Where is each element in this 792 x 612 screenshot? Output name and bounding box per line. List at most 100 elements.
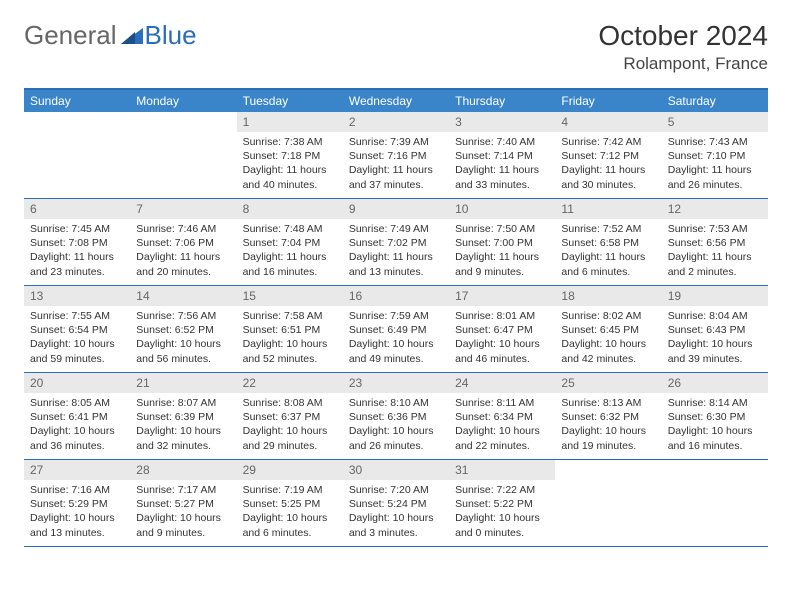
day-cell: 20Sunrise: 8:05 AMSunset: 6:41 PMDayligh…: [24, 373, 130, 459]
daylight-text: Daylight: 11 hours and 40 minutes.: [243, 163, 337, 191]
daylight-text: Daylight: 10 hours and 13 minutes.: [30, 511, 124, 539]
day-number: 2: [343, 112, 449, 132]
sunset-text: Sunset: 7:12 PM: [561, 149, 655, 163]
day-body: Sunrise: 8:04 AMSunset: 6:43 PMDaylight:…: [662, 306, 768, 372]
daylight-text: Daylight: 10 hours and 26 minutes.: [349, 424, 443, 452]
day-cell: 27Sunrise: 7:16 AMSunset: 5:29 PMDayligh…: [24, 460, 130, 546]
day-body: Sunrise: 7:42 AMSunset: 7:12 PMDaylight:…: [555, 132, 661, 198]
day-cell: 10Sunrise: 7:50 AMSunset: 7:00 PMDayligh…: [449, 199, 555, 285]
day-body: Sunrise: 8:08 AMSunset: 6:37 PMDaylight:…: [237, 393, 343, 459]
day-number: 14: [130, 286, 236, 306]
day-cell: 13Sunrise: 7:55 AMSunset: 6:54 PMDayligh…: [24, 286, 130, 372]
daylight-text: Daylight: 10 hours and 42 minutes.: [561, 337, 655, 365]
dow-row: SundayMondayTuesdayWednesdayThursdayFrid…: [24, 90, 768, 112]
day-body: Sunrise: 8:07 AMSunset: 6:39 PMDaylight:…: [130, 393, 236, 459]
sunrise-text: Sunrise: 7:22 AM: [455, 483, 549, 497]
sunset-text: Sunset: 7:08 PM: [30, 236, 124, 250]
day-number: 23: [343, 373, 449, 393]
daylight-text: Daylight: 10 hours and 36 minutes.: [30, 424, 124, 452]
sunset-text: Sunset: 6:39 PM: [136, 410, 230, 424]
sunset-text: Sunset: 6:36 PM: [349, 410, 443, 424]
day-body: Sunrise: 7:52 AMSunset: 6:58 PMDaylight:…: [555, 219, 661, 285]
sunset-text: Sunset: 6:58 PM: [561, 236, 655, 250]
day-cell: 15Sunrise: 7:58 AMSunset: 6:51 PMDayligh…: [237, 286, 343, 372]
day-cell: 24Sunrise: 8:11 AMSunset: 6:34 PMDayligh…: [449, 373, 555, 459]
day-cell: 25Sunrise: 8:13 AMSunset: 6:32 PMDayligh…: [555, 373, 661, 459]
day-cell: 9Sunrise: 7:49 AMSunset: 7:02 PMDaylight…: [343, 199, 449, 285]
sunset-text: Sunset: 6:32 PM: [561, 410, 655, 424]
daylight-text: Daylight: 10 hours and 3 minutes.: [349, 511, 443, 539]
day-cell: 7Sunrise: 7:46 AMSunset: 7:06 PMDaylight…: [130, 199, 236, 285]
sunrise-text: Sunrise: 8:04 AM: [668, 309, 762, 323]
day-cell: [662, 460, 768, 546]
day-body: Sunrise: 7:43 AMSunset: 7:10 PMDaylight:…: [662, 132, 768, 198]
daylight-text: Daylight: 11 hours and 37 minutes.: [349, 163, 443, 191]
dow-sunday: Sunday: [24, 90, 130, 112]
day-cell: 23Sunrise: 8:10 AMSunset: 6:36 PMDayligh…: [343, 373, 449, 459]
day-cell: 19Sunrise: 8:04 AMSunset: 6:43 PMDayligh…: [662, 286, 768, 372]
daylight-text: Daylight: 10 hours and 59 minutes.: [30, 337, 124, 365]
day-body: Sunrise: 7:50 AMSunset: 7:00 PMDaylight:…: [449, 219, 555, 285]
brand-logo: General Blue: [24, 20, 197, 51]
day-number: 10: [449, 199, 555, 219]
day-number: 19: [662, 286, 768, 306]
sunset-text: Sunset: 5:29 PM: [30, 497, 124, 511]
sunrise-text: Sunrise: 7:38 AM: [243, 135, 337, 149]
day-cell: 31Sunrise: 7:22 AMSunset: 5:22 PMDayligh…: [449, 460, 555, 546]
sunset-text: Sunset: 5:25 PM: [243, 497, 337, 511]
daylight-text: Daylight: 10 hours and 22 minutes.: [455, 424, 549, 452]
day-number: 13: [24, 286, 130, 306]
day-body: Sunrise: 7:49 AMSunset: 7:02 PMDaylight:…: [343, 219, 449, 285]
dow-saturday: Saturday: [662, 90, 768, 112]
daylight-text: Daylight: 10 hours and 19 minutes.: [561, 424, 655, 452]
day-number: 9: [343, 199, 449, 219]
daylight-text: Daylight: 11 hours and 23 minutes.: [30, 250, 124, 278]
day-cell: 2 Sunrise: 7:39 AMSunset: 7:16 PMDaylight…: [343, 112, 449, 198]
day-body: Sunrise: 7:59 AMSunset: 6:49 PMDaylight:…: [343, 306, 449, 372]
day-cell: 8Sunrise: 7:48 AMSunset: 7:04 PMDaylight…: [237, 199, 343, 285]
sunrise-text: Sunrise: 8:08 AM: [243, 396, 337, 410]
daylight-text: Daylight: 11 hours and 26 minutes.: [668, 163, 762, 191]
sunrise-text: Sunrise: 7:39 AM: [349, 135, 443, 149]
sunset-text: Sunset: 7:00 PM: [455, 236, 549, 250]
daylight-text: Daylight: 11 hours and 20 minutes.: [136, 250, 230, 278]
sunset-text: Sunset: 7:04 PM: [243, 236, 337, 250]
sunrise-text: Sunrise: 7:53 AM: [668, 222, 762, 236]
week-row: 20Sunrise: 8:05 AMSunset: 6:41 PMDayligh…: [24, 373, 768, 460]
day-number: 8: [237, 199, 343, 219]
day-number: 5: [662, 112, 768, 132]
day-cell: [130, 112, 236, 198]
day-body: Sunrise: 7:20 AMSunset: 5:24 PMDaylight:…: [343, 480, 449, 546]
daylight-text: Daylight: 11 hours and 13 minutes.: [349, 250, 443, 278]
sunset-text: Sunset: 7:16 PM: [349, 149, 443, 163]
sunrise-text: Sunrise: 8:14 AM: [668, 396, 762, 410]
day-cell: 6Sunrise: 7:45 AMSunset: 7:08 PMDaylight…: [24, 199, 130, 285]
day-number: 6: [24, 199, 130, 219]
day-body: Sunrise: 7:16 AMSunset: 5:29 PMDaylight:…: [24, 480, 130, 546]
dow-thursday: Thursday: [449, 90, 555, 112]
daylight-text: Daylight: 10 hours and 39 minutes.: [668, 337, 762, 365]
day-number: 27: [24, 460, 130, 480]
day-body: Sunrise: 8:14 AMSunset: 6:30 PMDaylight:…: [662, 393, 768, 459]
day-number: 17: [449, 286, 555, 306]
day-cell: 11Sunrise: 7:52 AMSunset: 6:58 PMDayligh…: [555, 199, 661, 285]
sunrise-text: Sunrise: 7:48 AM: [243, 222, 337, 236]
daylight-text: Daylight: 10 hours and 29 minutes.: [243, 424, 337, 452]
sunrise-text: Sunrise: 7:58 AM: [243, 309, 337, 323]
day-body: Sunrise: 7:19 AMSunset: 5:25 PMDaylight:…: [237, 480, 343, 546]
daylight-text: Daylight: 10 hours and 32 minutes.: [136, 424, 230, 452]
daylight-text: Daylight: 10 hours and 52 minutes.: [243, 337, 337, 365]
day-number: 4: [555, 112, 661, 132]
day-body: Sunrise: 8:05 AMSunset: 6:41 PMDaylight:…: [24, 393, 130, 459]
dow-wednesday: Wednesday: [343, 90, 449, 112]
day-cell: 3Sunrise: 7:40 AMSunset: 7:14 PMDaylight…: [449, 112, 555, 198]
daylight-text: Daylight: 11 hours and 9 minutes.: [455, 250, 549, 278]
sunrise-text: Sunrise: 8:13 AM: [561, 396, 655, 410]
sunrise-text: Sunrise: 7:19 AM: [243, 483, 337, 497]
day-cell: 29Sunrise: 7:19 AMSunset: 5:25 PMDayligh…: [237, 460, 343, 546]
sunset-text: Sunset: 6:52 PM: [136, 323, 230, 337]
sunset-text: Sunset: 6:41 PM: [30, 410, 124, 424]
day-cell: 22Sunrise: 8:08 AMSunset: 6:37 PMDayligh…: [237, 373, 343, 459]
day-cell: 18Sunrise: 8:02 AMSunset: 6:45 PMDayligh…: [555, 286, 661, 372]
day-cell: [24, 112, 130, 198]
